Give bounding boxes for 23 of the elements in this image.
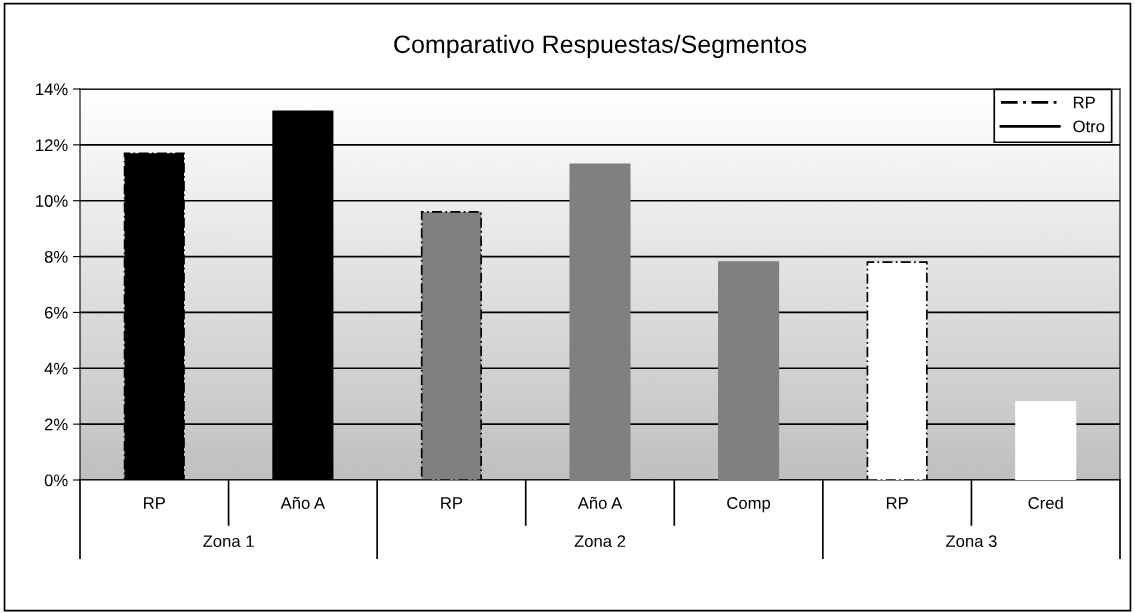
y-tick-label: 10% xyxy=(36,195,68,207)
text: Zona 3 xyxy=(946,535,997,548)
y-tick-label: 14% xyxy=(36,83,68,96)
x-tick-label: Comp xyxy=(727,497,771,513)
y-tick-label: 2% xyxy=(44,418,68,431)
x-tick-label: Año A xyxy=(280,496,326,509)
chart-title: Comparativo Respuestas/Segmentos xyxy=(394,34,807,59)
text: Zona 2 xyxy=(574,535,626,548)
legend-label: Otro xyxy=(1073,120,1105,133)
x-tick-label: Cred xyxy=(1028,496,1063,509)
y-tick-label: 6% xyxy=(44,306,68,319)
y-tick-label: 8% xyxy=(44,250,68,263)
y-tick-label: 0% xyxy=(44,474,68,487)
bar xyxy=(718,261,780,480)
x-tick-label: RP xyxy=(886,497,908,509)
legend-label: RP xyxy=(1073,96,1095,109)
x-tick-label: RP xyxy=(441,497,463,509)
text: Zona 1 xyxy=(203,535,254,548)
bar xyxy=(569,163,631,480)
y-tick-label: 4% xyxy=(44,362,68,375)
x-tick-label: RP xyxy=(144,497,165,509)
x-tick-label: Año A xyxy=(577,496,623,509)
y-tick-label: 12% xyxy=(36,139,68,151)
